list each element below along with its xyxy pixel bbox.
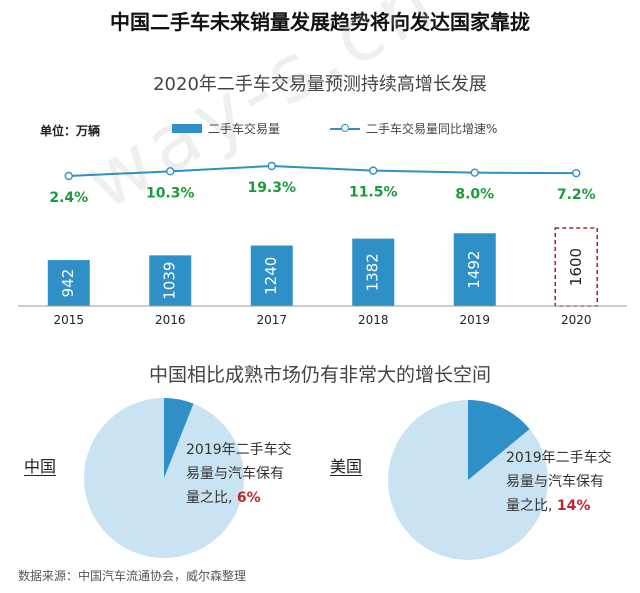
- page-title: 中国二手车未来销量发展趋势将向发达国家靠拢: [110, 10, 530, 34]
- x-tick-label: 2020: [561, 313, 592, 327]
- bar-chart: 942 2015 1039 2016 1240 2017 1382 2018 1492 2019 1…: [18, 161, 627, 327]
- pie-desc-china-line1: 2019年二手车交: [186, 442, 292, 458]
- growth-point: [166, 167, 175, 176]
- pie-label-china: 中国: [24, 457, 57, 476]
- bar: [352, 238, 395, 306]
- growth-label: 10.3%: [146, 185, 195, 201]
- x-tick-label: 2019: [459, 313, 490, 327]
- x-tick-label: 2018: [358, 313, 389, 327]
- bar-value-label: 1039: [161, 262, 179, 300]
- bar: [149, 255, 192, 306]
- growth-label: 7.2%: [557, 187, 596, 203]
- legend-bar-swatch: [172, 124, 202, 133]
- legend-bar: 二手车交易量: [172, 120, 280, 137]
- unit-label: 单位：万辆: [40, 124, 101, 138]
- bar: [47, 260, 90, 306]
- growth-label: 2.4%: [49, 190, 88, 206]
- pie-label-usa: 美国: [330, 457, 363, 476]
- pie-desc-usa-line1: 2019年二手车交: [506, 450, 612, 466]
- bar-value-label: 1492: [465, 251, 483, 289]
- bar-value-label: 1600: [567, 248, 585, 286]
- bar-value-label: 1382: [364, 253, 382, 291]
- bar: [250, 245, 293, 306]
- pie-section-title: 中国相比成熟市场仍有非常大的增长空间: [148, 364, 491, 386]
- pie-desc-china-line2: 易量与汽车保有: [186, 466, 284, 482]
- pie-pct-usa: 14%: [556, 498, 591, 514]
- pie-desc-china-line3-text: 量之比,: [186, 490, 237, 506]
- pie-desc-usa-line3-text: 量之比,: [506, 498, 557, 514]
- pie-desc-usa-line2: 易量与汽车保有: [506, 474, 604, 490]
- legend-bar-label: 二手车交易量: [208, 122, 281, 136]
- pie-china: [84, 398, 244, 558]
- pie-desc-china: 2019年二手车交 易量与汽车保有 量之比, 6%: [186, 438, 292, 510]
- legend-line: 二手车交易量同比增速%: [330, 120, 497, 137]
- x-tick-label: 2017: [256, 313, 287, 327]
- x-tick-label: 2016: [155, 313, 186, 327]
- legend-line-label: 二手车交易量同比增速%: [366, 122, 498, 136]
- growth-point: [369, 166, 378, 175]
- pie-usa: [388, 400, 548, 560]
- growth-line: [68, 164, 577, 177]
- bar-value-label: 942: [59, 269, 77, 298]
- growth-point: [64, 171, 73, 181]
- pie-desc-china-line3: 量之比, 6%: [186, 486, 292, 510]
- growth-label: 11.5%: [349, 185, 398, 201]
- growth-point: [267, 161, 276, 171]
- growth-label: 19.3%: [247, 180, 296, 196]
- x-tick-label: 2015: [53, 313, 84, 327]
- bar: [453, 233, 496, 306]
- bar-chart-title: 2020年二手车交易量预测持续高增长发展: [153, 74, 487, 95]
- pie-slice: [468, 400, 530, 480]
- source-note: 数据来源：中国汽车流通协会，威尔森整理: [18, 569, 247, 583]
- pie-desc-usa: 2019年二手车交 易量与汽车保有 量之比, 14%: [506, 446, 612, 518]
- legend-line-swatch: [330, 123, 360, 132]
- pie-pct-china: 6%: [236, 490, 261, 506]
- bar-value-label: 1240: [262, 257, 280, 295]
- pie-slice: [164, 398, 194, 478]
- growth-point: [470, 168, 479, 177]
- pie-desc-usa-line3: 量之比, 14%: [506, 494, 612, 518]
- growth-label: 8.0%: [455, 187, 494, 203]
- growth-point: [572, 168, 581, 178]
